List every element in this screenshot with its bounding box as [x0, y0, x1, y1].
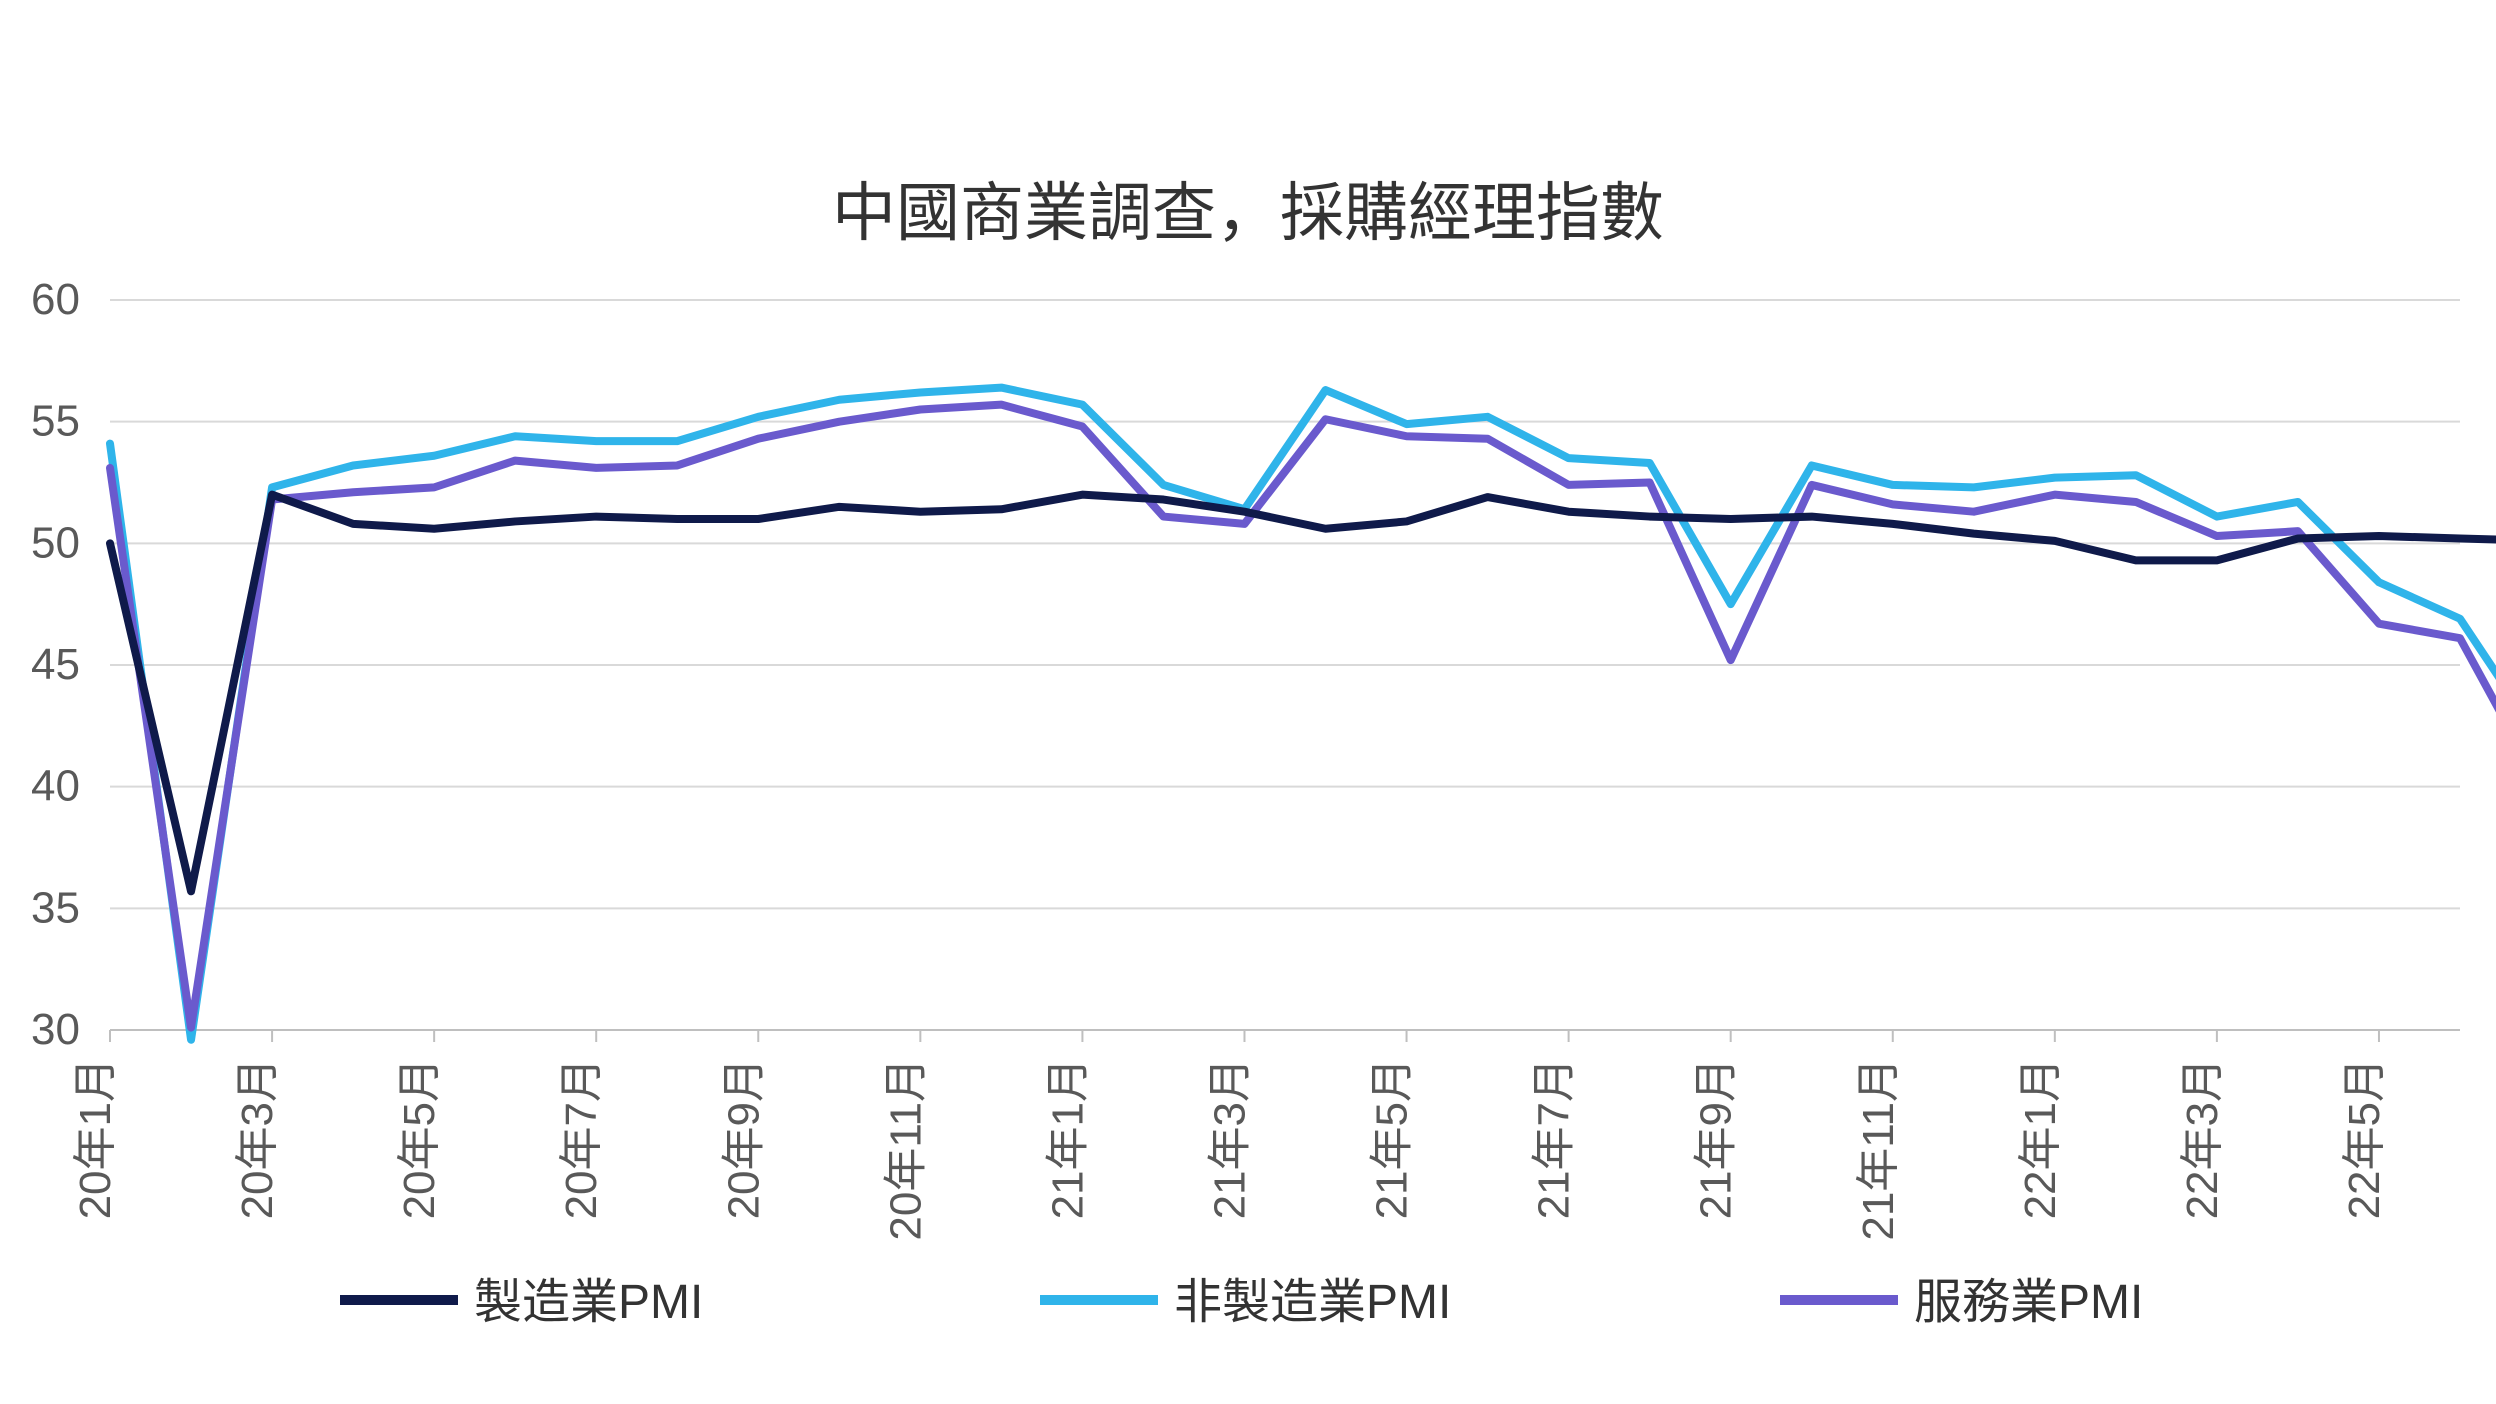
y-tick-label: 50	[31, 518, 80, 567]
series-line-0	[110, 495, 2496, 892]
x-tick-label: 20年5月	[395, 1058, 444, 1219]
x-tick-label: 22年5月	[2340, 1058, 2389, 1219]
legend-label: 服務業PMI	[1914, 1276, 2143, 1329]
x-tick-label: 20年9月	[719, 1058, 768, 1219]
x-tick-label: 20年3月	[233, 1058, 282, 1219]
series-line-2	[110, 405, 2496, 1028]
x-tick-label: 21年5月	[1368, 1058, 1417, 1219]
y-tick-label: 40	[31, 762, 80, 811]
pmi-line-chart: 中國商業調查，採購經理指數 30 35 40 45 50 55 60 20年1月 20年3月 20年…	[0, 0, 2496, 1404]
x-tick-label: 21年11月	[1854, 1058, 1903, 1241]
chart-title: 中國商業調查，採購經理指數	[832, 178, 1664, 249]
x-tick-label: 21年1月	[1043, 1058, 1092, 1219]
x-tick-label: 21年9月	[1692, 1058, 1741, 1219]
x-tick-label: 22年3月	[2178, 1058, 2227, 1219]
y-tick-label: 45	[31, 640, 80, 689]
x-tick-label: 21年7月	[1530, 1058, 1579, 1219]
y-tick-label: 35	[31, 883, 80, 932]
legend-label: 製造業PMI	[474, 1276, 703, 1329]
series-line-1	[110, 388, 2496, 1040]
x-tick-label: 22年1月	[2016, 1058, 2065, 1219]
legend-label: 非製造業PMI	[1174, 1276, 1451, 1329]
y-tick-label: 55	[31, 397, 80, 446]
y-tick-label: 60	[31, 275, 80, 324]
x-tick-label: 20年11月	[881, 1058, 930, 1241]
x-tick-label: 21年3月	[1205, 1058, 1254, 1219]
y-tick-label: 30	[31, 1005, 80, 1054]
x-tick-label: 20年7月	[557, 1058, 606, 1219]
x-tick-label: 20年1月	[71, 1058, 120, 1219]
